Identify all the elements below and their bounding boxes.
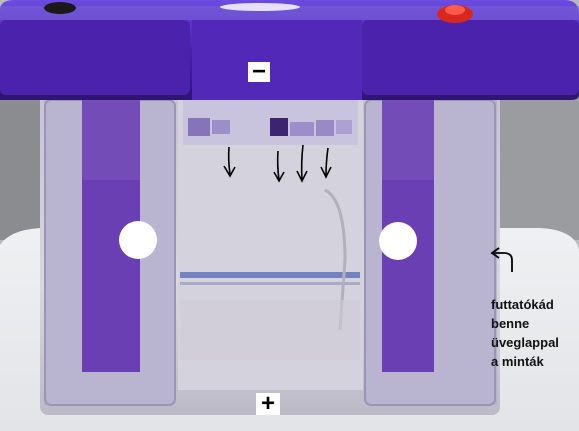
sample-band (316, 120, 334, 136)
left-cloth (0, 90, 40, 240)
annotation-line: üveglappal (491, 335, 559, 350)
sample-band (188, 118, 210, 136)
down-arrow-icon (320, 147, 332, 179)
sample-band (270, 118, 288, 136)
annotation-text: futtatókád benne üveglappal a minták (491, 295, 579, 371)
sample-band (212, 120, 230, 134)
cathode-minus-label: − (248, 60, 270, 84)
lid-center-block (192, 20, 362, 100)
sample-arrows (223, 144, 332, 183)
right-background (495, 90, 579, 240)
glass-plate-edge (324, 188, 347, 331)
left-circle (119, 221, 157, 259)
down-arrow-icon (273, 150, 285, 183)
dye-front (180, 272, 360, 278)
black-connector (44, 2, 76, 14)
down-arrow-icon (223, 146, 236, 178)
annotation-line: futtatókád (491, 297, 554, 312)
annotation-line: benne (491, 316, 530, 331)
sample-band (336, 120, 352, 134)
sample-band (290, 122, 314, 136)
right-circle (379, 222, 417, 260)
down-arrow-icon (296, 144, 308, 183)
annotation-line: a minták (491, 354, 544, 369)
curved-arrow-icon (490, 247, 513, 272)
anode-plus-label: + (256, 392, 280, 416)
